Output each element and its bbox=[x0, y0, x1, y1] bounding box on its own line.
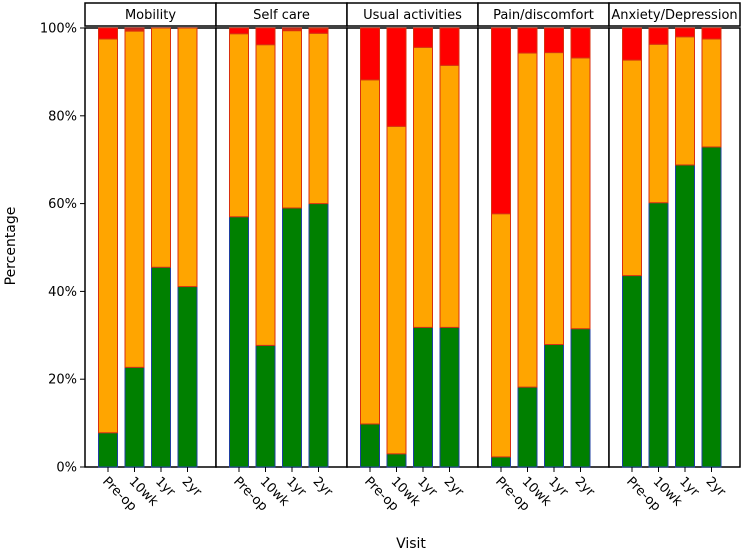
bar-segment-level2 bbox=[570, 57, 591, 330]
panel-header-box bbox=[608, 2, 741, 27]
x-tick-label: 2yr bbox=[572, 474, 598, 500]
bar-segment-level3 bbox=[439, 27, 460, 66]
bar-segment-level2 bbox=[98, 38, 118, 434]
bar-segment-level3 bbox=[701, 27, 722, 40]
bar-segment-level1 bbox=[124, 366, 145, 468]
bar-segment-level1 bbox=[439, 326, 460, 468]
bar-segment-level1 bbox=[177, 286, 198, 468]
bar-segment-level3 bbox=[517, 27, 538, 54]
bar-segment-level4 bbox=[282, 27, 302, 30]
panel-title: Usual activities bbox=[363, 8, 462, 23]
y-tick-label: 60% bbox=[48, 197, 77, 212]
bar-segment-level2 bbox=[124, 30, 145, 368]
x-axis-title: Visit bbox=[396, 536, 426, 550]
bar-segment-level3 bbox=[308, 28, 329, 34]
bar-segment-level3 bbox=[675, 27, 695, 38]
y-tick-label: 0% bbox=[56, 461, 77, 476]
bar-segment-level2 bbox=[308, 32, 329, 205]
bar-segment-level1 bbox=[675, 164, 695, 468]
x-tick-label: 2yr bbox=[441, 474, 467, 500]
y-tick-label: 80% bbox=[48, 109, 77, 124]
bar-segment-level2 bbox=[675, 36, 695, 166]
bar-segment-level2 bbox=[386, 125, 407, 455]
y-tick-label: 40% bbox=[48, 285, 77, 300]
bar-segment-level3 bbox=[386, 27, 407, 127]
bar-segment-level1 bbox=[491, 456, 511, 468]
bar-segment-level3 bbox=[491, 27, 511, 215]
bar-segment-level2 bbox=[439, 64, 460, 328]
bar-segment-level1 bbox=[282, 207, 302, 468]
x-tick-label: 2yr bbox=[703, 474, 729, 500]
bar-segment-level1 bbox=[648, 202, 669, 468]
bar-segment-level2 bbox=[544, 52, 564, 346]
bar-segment-level1 bbox=[701, 146, 722, 468]
bar-segment-level4 bbox=[124, 27, 145, 31]
bar-segment-level3 bbox=[360, 27, 380, 81]
bar-segment-level2 bbox=[360, 79, 380, 425]
bar-segment-level2 bbox=[255, 44, 276, 346]
bar-segment-level3 bbox=[570, 27, 591, 59]
bar-segment-level2 bbox=[491, 213, 511, 458]
panel-title: Self care bbox=[253, 8, 310, 23]
bar-segment-level1 bbox=[413, 326, 433, 468]
bar-segment-level1 bbox=[570, 328, 591, 468]
panel-title: Pain/discomfort bbox=[493, 8, 594, 23]
y-tick-label: 20% bbox=[48, 373, 77, 388]
panel-title: Mobility bbox=[125, 8, 176, 23]
bar-segment-level2 bbox=[177, 27, 198, 288]
y-axis-title: Percentage bbox=[3, 207, 19, 286]
bar-segment-level2 bbox=[648, 43, 669, 204]
bar-segment-level2 bbox=[151, 27, 171, 268]
y-axis-ticks: 0% 20% 40% 60% 80% 100% bbox=[40, 22, 85, 476]
bar-segment-level1 bbox=[386, 453, 407, 468]
bar-segment-level3 bbox=[255, 27, 276, 46]
bar-segment-level3 bbox=[413, 27, 433, 48]
bar-segment-level4 bbox=[308, 27, 329, 30]
bar-segment-level1 bbox=[229, 216, 249, 468]
bar-segment-level1 bbox=[98, 432, 118, 468]
y-tick-label: 100% bbox=[40, 22, 77, 37]
bar-segment-level1 bbox=[308, 203, 329, 468]
y-axis: Percentage bbox=[3, 207, 19, 286]
bar-segment-level2 bbox=[701, 38, 722, 148]
bar-segment-level3 bbox=[622, 27, 642, 61]
bar-segment-level2 bbox=[517, 52, 538, 388]
bar-segment-level2 bbox=[413, 46, 433, 328]
bar-segment-level1 bbox=[622, 275, 642, 468]
bar-segment-level3 bbox=[229, 27, 249, 35]
panel-title: Anxiety/Depression bbox=[611, 8, 737, 23]
bar-segment-level1 bbox=[517, 386, 538, 468]
bar-segment-level3 bbox=[98, 27, 118, 40]
x-tick-label: 2yr bbox=[310, 474, 336, 500]
bar-segment-level3 bbox=[648, 27, 669, 45]
x-tick-label: 2yr bbox=[179, 474, 205, 500]
bar-segment-level2 bbox=[282, 30, 302, 209]
bar-segment-level1 bbox=[255, 344, 276, 468]
bar-segment-level1 bbox=[151, 266, 171, 468]
bar-segment-level1 bbox=[544, 344, 564, 468]
bar-segment-level2 bbox=[229, 33, 249, 218]
bar-segment-level1 bbox=[360, 423, 380, 468]
bar-segment-level2 bbox=[622, 59, 642, 277]
bar-segment-level3 bbox=[544, 27, 564, 54]
